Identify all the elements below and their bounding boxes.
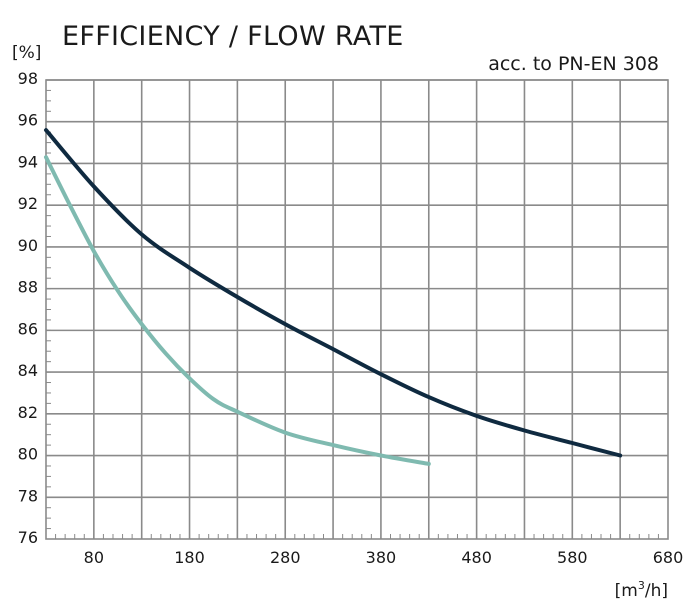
y-tick-label: 82 xyxy=(18,403,38,422)
y-tick-label: 86 xyxy=(18,319,38,338)
x-tick-label: 480 xyxy=(461,548,492,567)
y-tick-labels: 76 78 80 82 84 86 88 90 92 94 96 98 xyxy=(18,69,38,547)
x-tick-label: 680 xyxy=(653,548,684,567)
y-tick-label: 96 xyxy=(18,111,38,130)
y-tick-label: 90 xyxy=(18,236,38,255)
minor-ticks xyxy=(45,79,669,540)
y-tick-label: 78 xyxy=(18,486,38,505)
y-tick-label: 84 xyxy=(18,361,38,380)
series-line-1 xyxy=(44,128,623,458)
y-tick-label: 92 xyxy=(18,194,38,213)
x-tick-label: 180 xyxy=(174,548,205,567)
y-tick-label: 80 xyxy=(18,445,38,464)
y-tick-label: 76 xyxy=(18,528,38,547)
grid xyxy=(45,79,669,540)
y-tick-label: 94 xyxy=(18,152,38,171)
y-axis-label: [%] xyxy=(12,43,41,63)
x-axis-label: [m3/h] xyxy=(615,579,668,601)
y-tick-label: 88 xyxy=(18,278,38,297)
x-tick-label: 80 xyxy=(84,548,104,567)
x-tick-label: 380 xyxy=(366,548,397,567)
x-tick-label: 280 xyxy=(270,548,301,567)
chart-title: EFFICIENCY / FLOW RATE xyxy=(62,21,404,52)
x-tick-label: 580 xyxy=(557,548,588,567)
plot-frame xyxy=(45,79,669,540)
series-lines xyxy=(44,128,623,466)
y-tick-label: 98 xyxy=(18,69,38,88)
chart-subtitle: acc. to PN-EN 308 xyxy=(488,53,659,75)
x-tick-labels: 80 180 280 380 480 580 680 xyxy=(84,548,684,567)
series-line-2 xyxy=(44,155,431,466)
